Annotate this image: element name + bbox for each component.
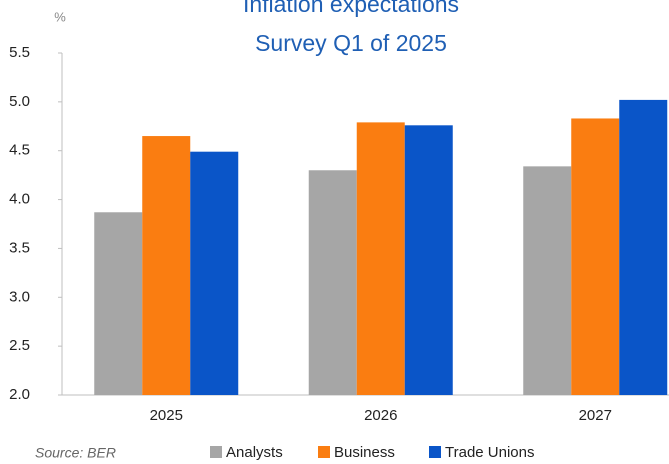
legend-swatch xyxy=(210,446,222,458)
legend-swatch xyxy=(429,446,441,458)
bar xyxy=(571,118,620,396)
y-tick-label: 2.0 xyxy=(9,386,30,403)
y-tick-label: 4.0 xyxy=(9,191,30,208)
legend-label: Analysts xyxy=(226,444,283,461)
bar xyxy=(356,122,405,396)
bar xyxy=(619,99,668,395)
x-tick-label: 2025 xyxy=(150,407,183,424)
legend-swatch xyxy=(318,446,330,458)
bar xyxy=(308,170,357,395)
y-tick-label: 4.5 xyxy=(9,142,30,159)
bar xyxy=(404,125,453,396)
bar xyxy=(190,151,239,395)
y-tick-label: 3.0 xyxy=(9,288,30,305)
source-note: Source: BER xyxy=(35,445,116,461)
chart-title: Inflation expectations xyxy=(243,0,459,17)
legend-label: Business xyxy=(334,444,395,461)
y-tick-label: 5.0 xyxy=(9,93,30,110)
bar xyxy=(142,136,191,396)
y-tick-label: 3.5 xyxy=(9,239,30,256)
bar xyxy=(94,212,143,395)
legend-label: Trade Unions xyxy=(445,444,535,461)
y-tick-label: 2.5 xyxy=(9,337,30,354)
bar xyxy=(523,166,572,395)
chart-subtitle: Survey Q1 of 2025 xyxy=(255,30,447,56)
x-tick-label: 2027 xyxy=(579,407,612,424)
x-tick-label: 2026 xyxy=(364,407,397,424)
y-tick-label: 5.5 xyxy=(9,44,30,61)
y-axis-label: % xyxy=(54,9,66,24)
